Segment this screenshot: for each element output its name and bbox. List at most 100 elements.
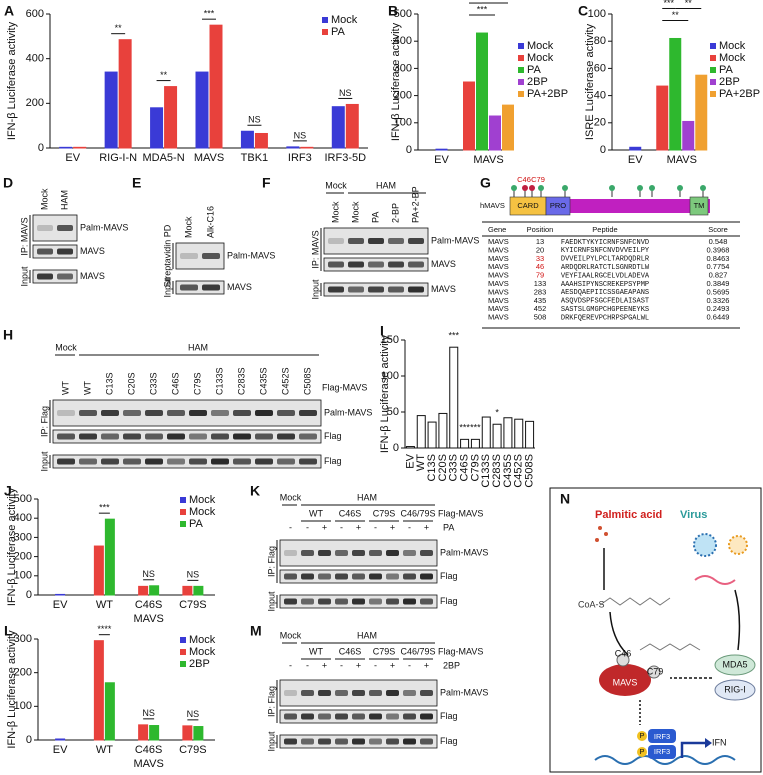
treatment-sign: -	[289, 522, 292, 532]
domain-label: TM	[694, 201, 705, 210]
x-tick-label: EV	[65, 152, 80, 164]
bar	[118, 39, 132, 149]
blot-band	[388, 238, 404, 244]
blot-band	[301, 550, 314, 556]
treatment-sign: +	[424, 522, 429, 532]
domain	[689, 196, 709, 216]
x-tick-label: EV	[628, 154, 643, 166]
legend-swatch	[710, 67, 716, 73]
x-tick-label: IRF3	[288, 152, 312, 164]
lane-label: Mock	[183, 216, 193, 238]
treatment-sign: -	[289, 660, 292, 670]
bar	[470, 438, 480, 449]
row-label: Flag	[440, 711, 458, 721]
table-cell: DRKFQEREVPCHRPSPGALWL	[561, 314, 649, 322]
treatment-sign: -	[340, 660, 343, 670]
blot-band	[202, 253, 220, 259]
bar	[55, 593, 66, 596]
blot-band	[335, 713, 348, 720]
bar	[416, 415, 426, 449]
bar	[438, 412, 448, 449]
blot-band	[277, 410, 295, 416]
legend-label: 2BP	[189, 658, 210, 670]
bar	[514, 418, 524, 449]
treatment-sign: -	[306, 660, 309, 670]
bar	[503, 417, 513, 449]
table-cell: VEYFIAALRGCELVDLADEVA	[561, 272, 650, 280]
site-label: C46	[517, 175, 531, 184]
bar	[286, 146, 300, 149]
table-header: Peptide	[592, 225, 617, 234]
lane-caption: Flag-MAVS	[438, 646, 483, 656]
row-label: MAVS	[227, 282, 252, 292]
group-label: MAVS	[133, 613, 163, 625]
arrow	[734, 589, 741, 651]
blot-band	[101, 458, 119, 465]
bar	[209, 24, 223, 149]
legend-label: Mock	[527, 40, 554, 52]
y-tick-label: 200	[14, 551, 32, 563]
legend-label: Mock	[189, 646, 216, 658]
row-label: Palm-MAVS	[440, 547, 488, 557]
panel-letter: H	[3, 327, 13, 343]
blot-band	[352, 713, 365, 720]
lane-label: WT	[309, 646, 323, 656]
blot-header: HAM	[357, 492, 377, 502]
blot-band	[318, 738, 331, 745]
y-axis-label: IFN-β Luciferase activity	[379, 334, 391, 453]
x-tick-label: C435S	[502, 454, 514, 488]
blot-band	[255, 433, 273, 440]
blot-band	[301, 713, 314, 720]
legend-swatch	[322, 17, 328, 23]
table-cell: MAVS	[488, 304, 509, 313]
blot-band	[420, 598, 433, 605]
row-label: MAVS	[431, 284, 456, 294]
side-label: Input	[266, 731, 276, 752]
blot-band	[123, 458, 141, 465]
x-tick-label: EV	[53, 599, 68, 611]
significance-label: **	[672, 10, 680, 20]
blot-strip	[52, 429, 322, 444]
site-marker	[700, 185, 706, 191]
protein-name: hMAVS	[480, 201, 505, 210]
table-cell: MAVS	[488, 254, 509, 263]
virus	[693, 533, 717, 557]
site-marker	[677, 185, 683, 191]
blot-band	[233, 410, 251, 416]
legend-swatch	[518, 67, 524, 73]
x-tick-label: C20S	[437, 454, 449, 482]
legend-swatch	[180, 521, 186, 527]
y-tick-label: 0	[406, 144, 412, 156]
legend-swatch	[518, 43, 524, 49]
table-cell: 0.5695	[707, 287, 730, 296]
blot-strip	[52, 399, 322, 427]
site-marker	[562, 185, 568, 191]
legend-swatch	[710, 55, 716, 61]
y-tick-label: 300	[394, 62, 412, 74]
virus	[728, 535, 748, 555]
table-cell: 0.8463	[707, 254, 730, 263]
blot-band	[255, 458, 273, 465]
bar	[489, 115, 501, 151]
x-tick-label: TBK1	[241, 152, 269, 164]
y-axis-label: ISRE Luciferase activity	[584, 23, 596, 140]
treatment-sign: +	[390, 522, 395, 532]
bar	[669, 37, 682, 151]
blot-band	[369, 598, 382, 605]
blot-header: HAM	[188, 342, 208, 352]
lane-caption: Flag-MAVS	[438, 508, 483, 518]
lane-label: C79S	[373, 646, 396, 656]
y-axis-label: IFN-β Luciferase activity	[390, 22, 402, 141]
row-label: Palm-MAVS	[227, 250, 275, 260]
bar	[449, 346, 459, 449]
blot-band	[386, 690, 399, 696]
lane-label: WT	[60, 381, 70, 395]
x-tick-label: C452S	[513, 454, 525, 488]
table-cell: 283	[534, 287, 547, 296]
treatment-sign: -	[374, 522, 377, 532]
blot-band	[403, 690, 416, 696]
legend-label: Mock	[189, 506, 216, 518]
bar	[435, 148, 448, 151]
x-tick-label: WT	[96, 744, 113, 756]
significance-label: ***	[477, 4, 488, 14]
